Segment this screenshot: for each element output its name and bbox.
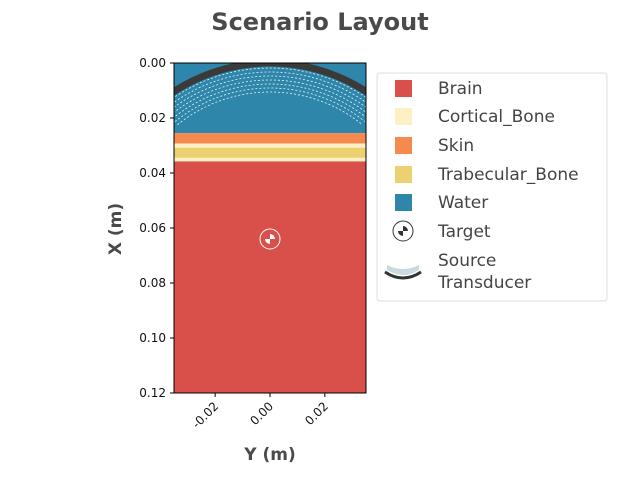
y-tick-label: 0.00 bbox=[139, 56, 166, 70]
legend-label-line: Cortical_Bone bbox=[438, 107, 555, 127]
y-tick-label: 0.08 bbox=[139, 276, 166, 290]
legend-target-quadrant bbox=[403, 226, 408, 231]
target-quadrant bbox=[265, 239, 270, 244]
x-axis-label: Y (m) bbox=[243, 445, 295, 465]
legend-label-line: Brain bbox=[438, 79, 483, 99]
legend-label-brain: Brain bbox=[438, 79, 483, 99]
legend: Brain Cortical_Bone Skin Trabecular_Bone Wat… bbox=[376, 72, 608, 302]
transducer-element-row bbox=[174, 67, 366, 99]
transducer-element-row bbox=[174, 71, 366, 103]
plot-area bbox=[173, 62, 367, 394]
transducer-element-row bbox=[174, 75, 366, 108]
legend-swatch-skin bbox=[395, 137, 412, 154]
y-tick-label: 0.10 bbox=[139, 331, 166, 345]
legend-swatch-trabecular-bone bbox=[395, 166, 412, 183]
layer-brain-5 bbox=[174, 161, 366, 393]
legend-box bbox=[376, 72, 608, 302]
layer-cortical-bone-2 bbox=[174, 143, 366, 148]
legend-transducer-face bbox=[387, 265, 419, 275]
legend-label-trabecular-bone: Trabecular_Bone bbox=[437, 165, 579, 185]
y-tick-label: 0.06 bbox=[139, 221, 166, 235]
transducer-element-row bbox=[174, 83, 366, 118]
target-marker bbox=[259, 228, 281, 250]
legend-transducer-arc bbox=[384, 270, 422, 280]
y-axis-ticks: 0.00 0.02 0.04 0.06 0.08 0.10 0.12 bbox=[139, 56, 174, 400]
target-quadrant bbox=[270, 234, 275, 239]
target-ring bbox=[259, 228, 281, 250]
legend-swatch-cortical-bone bbox=[395, 108, 412, 125]
x-tick-label: 0.02 bbox=[302, 399, 331, 428]
legend-label-target: Target bbox=[437, 222, 491, 242]
x-axis-ticks: -0.02 0.00 0.02 bbox=[189, 393, 331, 431]
legend-label-skin: Skin bbox=[438, 136, 474, 156]
legend-label-line: Source bbox=[438, 251, 496, 271]
legend-label-line: Skin bbox=[438, 136, 474, 156]
legend-label-source-transducer: Source Transducer bbox=[437, 251, 531, 293]
y-axis-label: X (m) bbox=[106, 203, 126, 255]
legend-swatch-water bbox=[395, 194, 412, 211]
y-tick-label: 0.12 bbox=[139, 386, 166, 400]
y-tick-label: 0.02 bbox=[139, 111, 166, 125]
layer-skin-1 bbox=[174, 133, 366, 144]
legend-label-cortical-bone: Cortical_Bone bbox=[438, 107, 555, 127]
layer-trabecular-bone-3 bbox=[174, 147, 366, 158]
x-tick-label: 0.00 bbox=[247, 399, 276, 428]
legend-label-line: Target bbox=[437, 222, 491, 242]
y-tick-label: 0.04 bbox=[139, 166, 166, 180]
legend-label-line: Trabecular_Bone bbox=[437, 165, 579, 185]
transducer-element-row bbox=[174, 79, 366, 113]
legend-label-line: Transducer bbox=[437, 273, 531, 293]
layer-cortical-bone-4 bbox=[174, 157, 366, 162]
legend-target-ring bbox=[392, 220, 414, 242]
x-tick-label: -0.02 bbox=[189, 399, 221, 431]
legend-label-line: Water bbox=[438, 193, 488, 213]
legend-swatch-brain bbox=[395, 80, 412, 97]
transducer-element-row bbox=[177, 91, 363, 126]
legend-label-water: Water bbox=[438, 193, 488, 213]
transducer-element-row bbox=[174, 87, 366, 122]
chart-title: Scenario Layout bbox=[211, 8, 428, 36]
legend-target-quadrant bbox=[398, 231, 403, 236]
transducer-group bbox=[174, 63, 366, 126]
